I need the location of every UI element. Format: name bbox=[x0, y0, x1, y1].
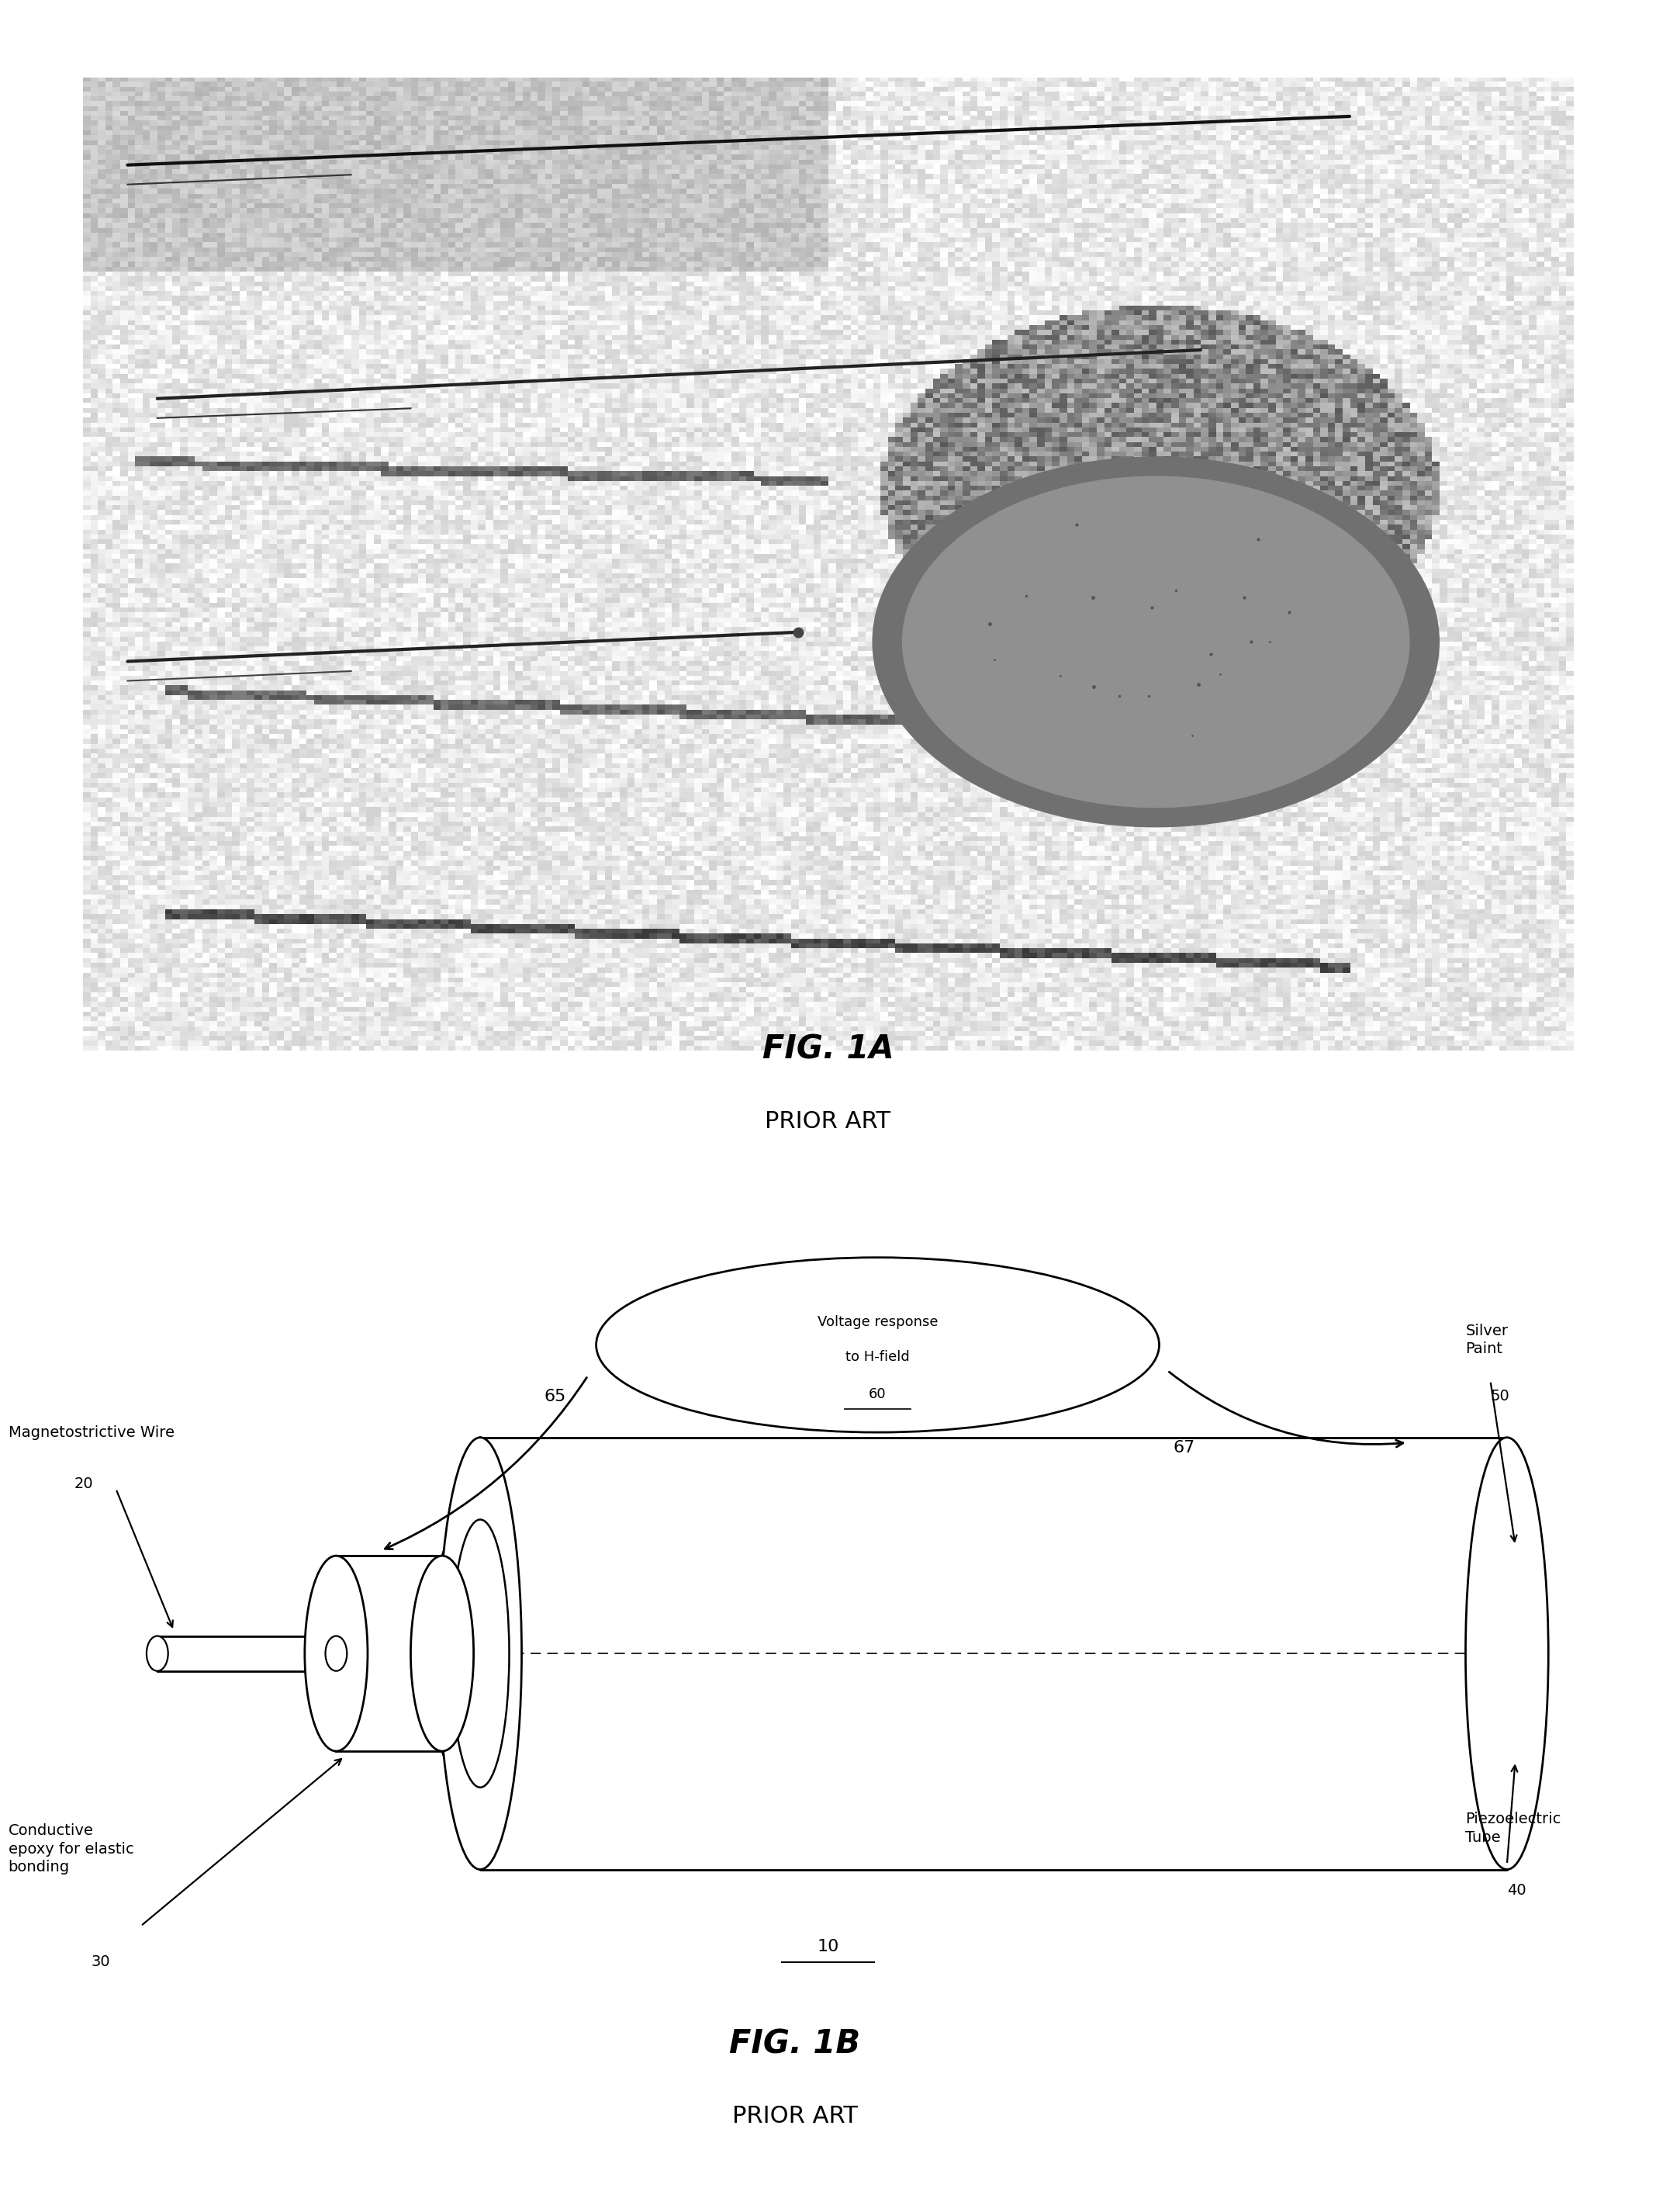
Ellipse shape bbox=[305, 1555, 368, 1752]
Ellipse shape bbox=[1466, 1438, 1548, 1869]
Circle shape bbox=[873, 458, 1439, 827]
Text: to H-field: to H-field bbox=[846, 1349, 909, 1365]
Text: FIG. 1B: FIG. 1B bbox=[729, 2028, 861, 2062]
Text: Voltage response: Voltage response bbox=[818, 1316, 937, 1329]
Text: Magnetostrictive Wire: Magnetostrictive Wire bbox=[8, 1425, 174, 1440]
Text: Piezoelectric
Tube: Piezoelectric Tube bbox=[1466, 1812, 1562, 1845]
Text: FIG. 1A: FIG. 1A bbox=[762, 1033, 894, 1066]
Text: 30: 30 bbox=[91, 1955, 111, 1969]
Ellipse shape bbox=[596, 1256, 1159, 1433]
Ellipse shape bbox=[411, 1555, 474, 1752]
Text: Conductive
epoxy for elastic
bonding: Conductive epoxy for elastic bonding bbox=[8, 1823, 134, 1874]
Ellipse shape bbox=[325, 1637, 348, 1670]
Text: 67: 67 bbox=[1172, 1440, 1196, 1455]
Ellipse shape bbox=[450, 1520, 508, 1787]
Text: PRIOR ART: PRIOR ART bbox=[765, 1110, 891, 1133]
Text: 10: 10 bbox=[816, 1940, 840, 1955]
Text: 50: 50 bbox=[1490, 1389, 1510, 1405]
Text: 40: 40 bbox=[1507, 1882, 1527, 1898]
Ellipse shape bbox=[146, 1637, 169, 1670]
Text: 65: 65 bbox=[543, 1389, 566, 1405]
Circle shape bbox=[903, 476, 1409, 807]
Text: 60: 60 bbox=[869, 1387, 886, 1400]
Text: 20: 20 bbox=[75, 1475, 94, 1491]
Text: Silver
Paint: Silver Paint bbox=[1466, 1323, 1509, 1356]
Ellipse shape bbox=[439, 1438, 522, 1869]
Text: PRIOR ART: PRIOR ART bbox=[732, 2106, 858, 2128]
